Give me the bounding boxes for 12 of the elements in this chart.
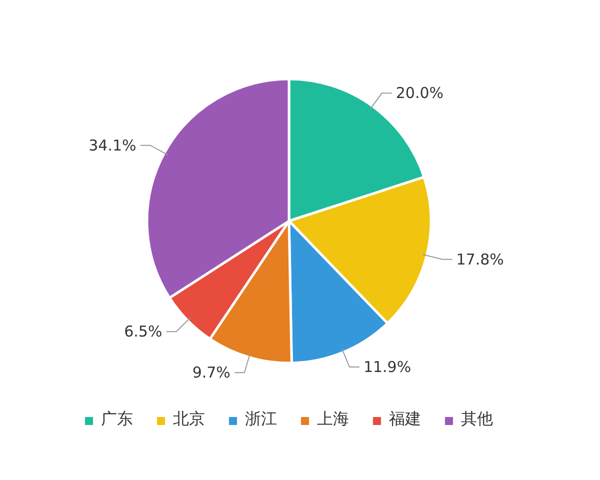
data-label: 9.7% — [192, 364, 230, 382]
legend-label: 福建 — [389, 409, 421, 428]
legend-label: 北京 — [173, 409, 205, 428]
legend-label: 浙江 — [245, 409, 277, 428]
data-label: 34.1% — [88, 136, 136, 154]
legend-label: 上海 — [317, 409, 349, 428]
data-label: 17.8% — [456, 250, 504, 268]
data-label: 11.9% — [363, 358, 412, 376]
legend-label: 广东 — [101, 409, 133, 428]
legend-label: 其他 — [461, 409, 493, 428]
data-label: 20.0% — [396, 84, 444, 102]
data-label: 6.5% — [124, 322, 162, 341]
